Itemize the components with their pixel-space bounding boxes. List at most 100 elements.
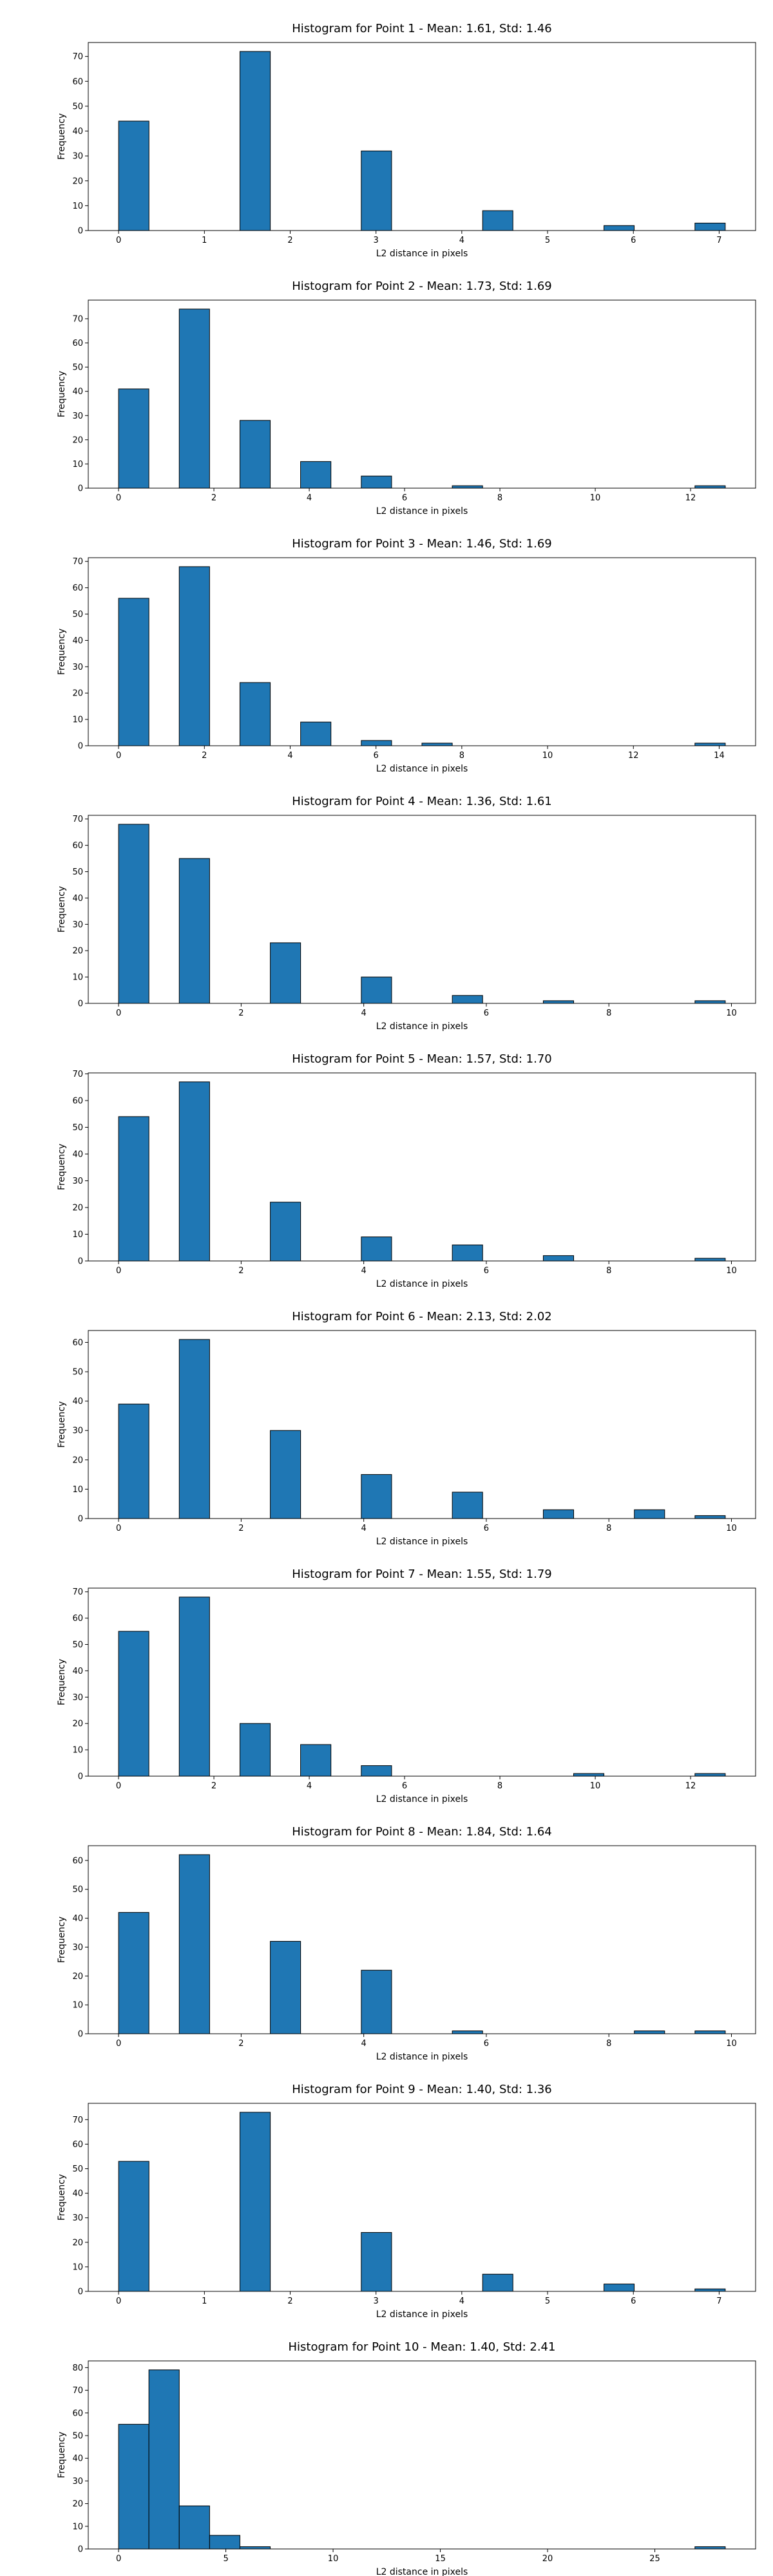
y-tick-label: 10 [72, 1746, 83, 1756]
y-tick-label: 40 [72, 1914, 83, 1924]
subplot: Histogram for Point 5 - Mean: 1.57, Std:… [57, 1052, 756, 1289]
y-tick-label: 20 [72, 689, 83, 699]
subplot: Histogram for Point 9 - Mean: 1.40, Std:… [57, 2083, 756, 2320]
x-tick-label: 8 [497, 493, 502, 503]
y-tick-label: 0 [78, 2545, 83, 2555]
y-tick-label: 50 [72, 1123, 83, 1133]
bar [361, 976, 392, 1004]
subplot-title: Histogram for Point 7 - Mean: 1.55, Std:… [292, 1567, 552, 1581]
y-axis-label: Frequency [57, 371, 67, 417]
y-tick-label: 60 [72, 1096, 83, 1106]
subplot-title: Histogram for Point 6 - Mean: 2.13, Std:… [292, 1310, 552, 1323]
x-tick-label: 6 [402, 493, 407, 503]
y-axis-label: Frequency [57, 629, 67, 675]
x-tick-label: 7 [716, 236, 721, 245]
y-tick-label: 0 [78, 2030, 83, 2040]
bar [148, 2369, 180, 2550]
x-axis-label: L2 distance in pixels [376, 2309, 468, 2320]
x-tick-label: 0 [116, 236, 121, 245]
bar [452, 2031, 483, 2034]
y-tick-label: 30 [72, 1693, 83, 1703]
x-tick-label: 6 [484, 1266, 489, 1276]
y-tick-label: 30 [72, 412, 83, 421]
y-tick-label: 50 [72, 1368, 83, 1378]
y-tick-label: 50 [72, 1640, 83, 1650]
subplot-title: Histogram for Point 8 - Mean: 1.84, Std:… [292, 1825, 552, 1839]
bar [300, 721, 332, 746]
bar [178, 1081, 210, 1262]
y-tick-label: 0 [78, 484, 83, 494]
y-tick-label: 50 [72, 867, 83, 877]
bar [542, 1255, 575, 1262]
x-tick-label: 0 [116, 1266, 121, 1276]
bar [361, 475, 392, 489]
y-tick-label: 60 [72, 2409, 83, 2418]
x-tick-label: 8 [606, 1009, 611, 1018]
axes-frame [88, 299, 756, 489]
y-tick-label: 10 [72, 715, 83, 725]
subplot-title: Histogram for Point 4 - Mean: 1.36, Std:… [292, 795, 552, 808]
x-tick-label: 6 [402, 1781, 407, 1791]
subplot: Histogram for Point 2 - Mean: 1.73, Std:… [57, 279, 756, 516]
y-tick-label: 50 [72, 610, 83, 620]
x-tick-label: 5 [545, 236, 550, 245]
x-tick-label: 4 [361, 2039, 367, 2049]
y-tick-label: 60 [72, 77, 83, 87]
axes-frame [88, 557, 756, 746]
y-tick-label: 70 [72, 557, 83, 567]
bar [542, 1509, 575, 1519]
x-tick-label: 1 [202, 2297, 207, 2306]
bar [270, 1430, 301, 1519]
x-tick-label: 2 [287, 236, 292, 245]
y-tick-label: 40 [72, 1150, 83, 1159]
x-tick-label: 2 [211, 493, 216, 503]
y-tick-label: 40 [72, 2454, 83, 2464]
x-tick-label: 14 [714, 751, 725, 761]
bar [361, 1236, 392, 1262]
bar [300, 461, 332, 489]
y-axis-label: Frequency [57, 1144, 67, 1190]
subplot: Histogram for Point 4 - Mean: 1.36, Std:… [57, 795, 756, 1032]
bar [239, 1723, 271, 1777]
x-tick-label: 10 [726, 2039, 737, 2049]
y-tick-label: 70 [72, 52, 83, 62]
bar [118, 1116, 149, 1262]
y-tick-label: 10 [72, 202, 83, 211]
bar [694, 2031, 726, 2034]
x-tick-label: 8 [459, 751, 464, 761]
x-tick-label: 10 [726, 1266, 737, 1276]
bar [452, 1492, 483, 1519]
subplot: Histogram for Point 10 - Mean: 1.40, Std… [57, 2340, 756, 2576]
bar [239, 420, 271, 489]
x-tick-label: 1 [202, 236, 207, 245]
x-axis-label: L2 distance in pixels [376, 1794, 468, 1804]
y-tick-label: 10 [72, 2001, 83, 2011]
bar [482, 210, 513, 231]
x-tick-label: 2 [238, 1524, 243, 1533]
x-tick-label: 4 [459, 2297, 464, 2306]
bar [694, 485, 726, 489]
bar [178, 308, 210, 489]
bar [452, 485, 483, 489]
subplot: Histogram for Point 6 - Mean: 2.13, Std:… [57, 1310, 756, 1547]
bar [361, 740, 392, 746]
bar [361, 1969, 392, 2034]
x-tick-label: 20 [542, 2554, 553, 2564]
y-tick-label: 40 [72, 127, 83, 137]
y-tick-label: 10 [72, 2262, 83, 2272]
y-tick-label: 20 [72, 1719, 83, 1729]
bar [118, 2161, 149, 2292]
y-tick-label: 20 [72, 1455, 83, 1465]
y-tick-label: 20 [72, 2499, 83, 2509]
x-tick-label: 2 [202, 751, 207, 761]
y-tick-label: 50 [72, 363, 83, 373]
x-tick-label: 4 [361, 1524, 367, 1533]
x-tick-label: 10 [590, 1781, 601, 1791]
bar [452, 995, 483, 1004]
bar [634, 2031, 665, 2034]
x-tick-label: 4 [287, 751, 292, 761]
x-tick-label: 6 [484, 2039, 489, 2049]
y-tick-label: 30 [72, 1426, 83, 1436]
bar [118, 388, 149, 489]
